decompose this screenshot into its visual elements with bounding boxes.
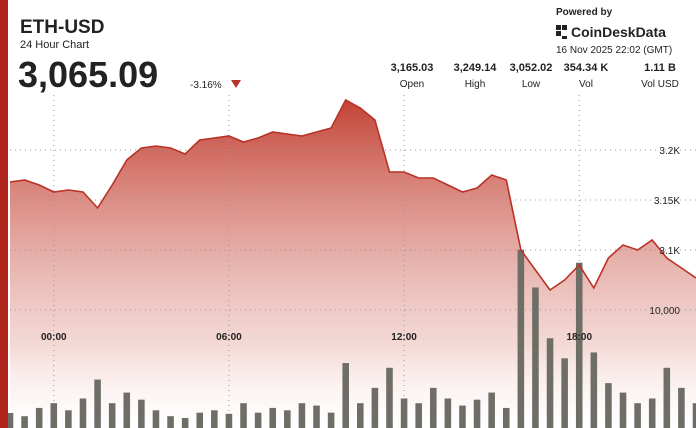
brand: CoinDeskData	[571, 24, 666, 40]
y2-tick-label: 10,000	[649, 306, 680, 317]
volume-bar	[561, 358, 568, 428]
subtitle: 24 Hour Chart	[20, 39, 89, 51]
volume-bar	[108, 403, 116, 428]
price: 3,065.09	[18, 54, 158, 95]
volume-bar	[459, 405, 466, 428]
stat-label: Vol	[579, 79, 593, 90]
symbol: ETH-USD	[20, 17, 104, 38]
left-accent	[0, 0, 8, 428]
stat-value: 1.11 B	[644, 62, 676, 74]
stat-value: 3,165.03	[391, 62, 434, 74]
x-tick-label: 00:00	[41, 332, 67, 343]
volume-bar	[357, 403, 364, 428]
volume-bar	[138, 399, 145, 428]
volume-bar	[21, 416, 28, 428]
stat-value: 354.34 K	[564, 62, 609, 74]
volume-bar	[269, 407, 277, 428]
volume-bar	[211, 410, 218, 428]
volume-bar	[634, 403, 641, 428]
powered-by: Powered by	[556, 7, 613, 18]
volume-bar	[254, 412, 262, 428]
volume-bar	[546, 338, 554, 428]
volume-bar	[400, 398, 408, 428]
volume-bar	[167, 416, 174, 428]
volume-bar	[429, 387, 437, 428]
stat-value: 3,249.14	[454, 62, 498, 74]
volume-bar	[605, 383, 612, 428]
volume-bar	[663, 367, 671, 428]
volume-bar	[444, 398, 452, 428]
volume-bar	[6, 413, 14, 428]
volume-bar	[313, 405, 320, 428]
x-tick-label: 06:00	[216, 332, 242, 343]
volume-bar	[123, 392, 131, 428]
volume-bar	[50, 403, 58, 428]
volume-bar	[590, 352, 598, 428]
y-tick-label: 3.15K	[654, 196, 680, 207]
y-tick-label: 3.2K	[659, 146, 680, 157]
volume-bar	[65, 410, 72, 428]
volume-bar	[619, 392, 627, 428]
volume-bar	[298, 403, 306, 428]
down-arrow	[231, 80, 241, 88]
stat-label: Low	[522, 79, 541, 90]
volume-bar	[181, 417, 189, 428]
brand-logo	[556, 25, 567, 39]
volume-bar	[240, 403, 247, 428]
volume-bar	[692, 403, 696, 428]
timestamp: 16 Nov 2025 22:02 (GMT)	[556, 45, 672, 56]
volume-bar	[502, 407, 510, 428]
volume-bar	[415, 403, 422, 428]
volume-bar	[284, 410, 291, 428]
stat-label: High	[465, 79, 486, 90]
volume-bar	[79, 398, 87, 428]
stat-value: 3,052.02	[510, 62, 553, 74]
volume-bar	[517, 249, 525, 428]
volume-bar	[386, 367, 393, 428]
volume-bar	[371, 387, 379, 428]
volume-bar	[94, 379, 101, 428]
x-tick-label: 12:00	[391, 332, 417, 343]
stat-label: Vol USD	[641, 79, 679, 90]
volume-bar	[152, 410, 160, 428]
y-tick-label: 3.1K	[659, 246, 680, 257]
volume-bar	[327, 412, 335, 428]
area-fill	[10, 100, 696, 428]
volume-bar	[678, 387, 685, 428]
volume-bar	[196, 412, 204, 428]
volume-bar	[532, 287, 539, 428]
volume-bar	[648, 398, 656, 428]
volume-bar	[488, 392, 495, 428]
x-tick-label: 18:00	[566, 332, 592, 343]
price-line	[9, 98, 696, 292]
stat-label: Open	[400, 79, 424, 90]
volume-bar	[342, 363, 349, 428]
volume-bar	[225, 413, 233, 428]
volume-bar	[473, 399, 481, 428]
volume-bar	[575, 262, 583, 428]
change: -3.16%	[190, 80, 222, 91]
volume-bar	[35, 407, 43, 428]
